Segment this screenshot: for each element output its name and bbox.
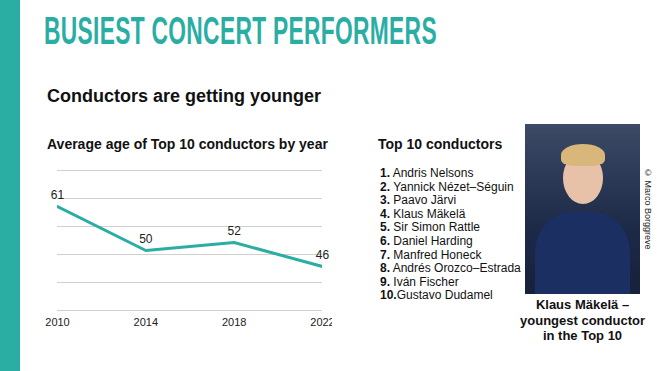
html-text:9. Iván Fischer: 9. Iván Fischer xyxy=(380,274,459,289)
html-text:© Marco Borggreve: © Marco Borggreve xyxy=(643,168,653,250)
html-text:3. Paavo Järvi: 3. Paavo Järvi xyxy=(380,193,456,208)
svg-text:50: 50 xyxy=(139,232,153,246)
html-text:1. Andris Nelsons: 1. Andris Nelsons xyxy=(380,166,474,180)
html-text:Klaus Mäkelä – youngest conduc: Klaus Mäkelä – youngest conductor in the… xyxy=(520,297,645,343)
svg-text:46: 46 xyxy=(316,248,330,262)
html-text:6. Daniel Harding: 6. Daniel Harding xyxy=(380,234,473,248)
html-text:Top 10 conductors: Top 10 conductors xyxy=(378,136,503,152)
svg-text:2010: 2010 xyxy=(45,316,69,328)
html-text:2. Yannick Nézet–Séguin: 2. Yannick Nézet–Séguin xyxy=(380,179,514,194)
svg-text:2018: 2018 xyxy=(222,316,246,328)
html-text:10. Gustavo Dudamel: 10. Gustavo Dudamel xyxy=(380,288,493,303)
html-text:Conductors are getting younger: Conductors are getting younger xyxy=(47,86,321,106)
html-text:4. Klaus Mäkelä: 4. Klaus Mäkelä xyxy=(380,206,466,221)
html-text:8. Andrés Orozco–Estrada: 8. Andrés Orozco–Estrada xyxy=(380,261,521,276)
svg-text:61: 61 xyxy=(51,188,65,202)
svg-text:2014: 2014 xyxy=(134,316,158,328)
html-text:Average age of Top 10 conducto: Average age of Top 10 conductors by year xyxy=(47,136,328,152)
svg-text:52: 52 xyxy=(227,224,241,238)
html-text:BUSIEST CONCERT PERFORMERS: BUSIEST CONCERT PERFORMERS xyxy=(44,10,437,52)
html-text:5. Sir Simon Rattle: 5. Sir Simon Rattle xyxy=(380,220,480,235)
html-text:7. Manfred Honeck: 7. Manfred Honeck xyxy=(380,247,482,262)
svg-text:2022: 2022 xyxy=(310,316,332,328)
